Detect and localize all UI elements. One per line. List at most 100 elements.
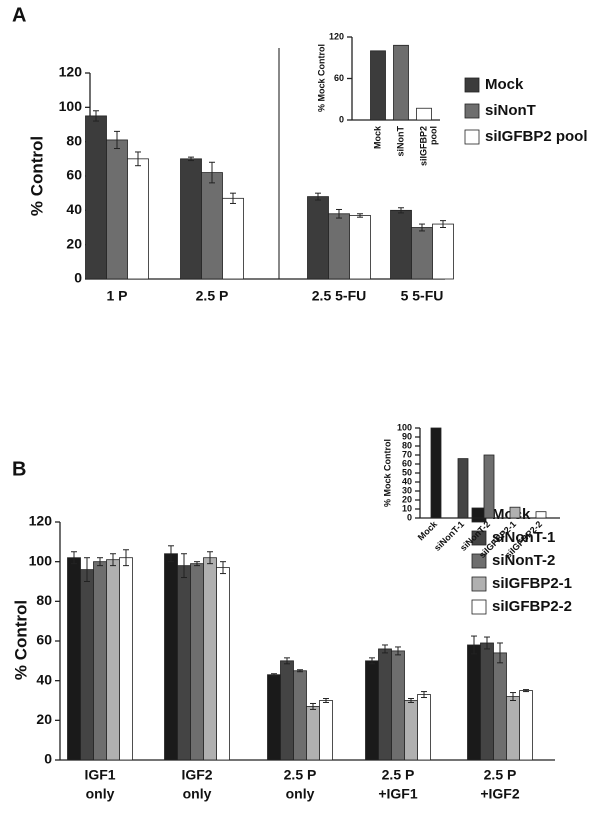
y-axis-label: % Control: [27, 136, 46, 216]
y-tick-label: 100: [29, 552, 53, 568]
legend-label: siIGFBP2-1: [492, 575, 572, 592]
bar: [164, 553, 178, 761]
bar: [127, 158, 149, 280]
error-bar: [323, 698, 329, 703]
y-tick-label: 10: [402, 503, 412, 513]
y-tick-label: 70: [402, 449, 412, 459]
bar: [267, 674, 281, 761]
error-bar: [168, 545, 174, 563]
error-bar: [71, 551, 77, 565]
x-tick-label: siNonT: [395, 125, 405, 156]
y-tick-label: 0: [44, 751, 52, 767]
y-tick-label: 20: [66, 235, 82, 251]
bar: [349, 215, 371, 280]
y-tick-label: 80: [66, 132, 82, 148]
bar: [483, 454, 495, 519]
x-tick-label: 2.5 5-FU: [312, 288, 366, 304]
legend-label: siNonT-2: [492, 552, 555, 569]
x-tick-label: +IGF2: [480, 786, 520, 802]
error-bar: [398, 207, 404, 214]
y-tick-label: 100: [59, 98, 83, 114]
legend-swatch: [471, 553, 487, 569]
panel-label: A: [12, 4, 26, 26]
error-bar: [135, 151, 141, 167]
y-axis-label: % Mock Control: [316, 44, 326, 112]
error-bar: [84, 557, 90, 582]
x-tick-label: siIGFBP2: [418, 126, 428, 166]
bar: [177, 565, 191, 761]
y-tick-label: 40: [66, 201, 82, 217]
error-bar: [310, 702, 316, 710]
bar: [293, 670, 307, 761]
error-bar: [484, 636, 490, 650]
y-tick-label: 80: [402, 440, 412, 450]
error-bar: [497, 642, 503, 664]
y-tick-label: 50: [402, 467, 412, 477]
y-axis-label: % Mock Control: [382, 439, 392, 507]
error-bar: [440, 220, 446, 228]
x-tick-label: only: [86, 786, 115, 802]
error-bar: [284, 657, 290, 665]
x-tick-label: only: [183, 786, 212, 802]
bar: [493, 652, 507, 761]
legend-swatch: [471, 576, 487, 592]
bar: [370, 50, 386, 121]
bar: [509, 506, 521, 519]
bar: [319, 700, 333, 761]
error-bar: [97, 557, 103, 567]
legend-swatch: [464, 129, 480, 145]
legend-label: siNonT: [485, 102, 536, 119]
y-tick-label: 120: [329, 31, 344, 41]
x-tick-label: 2.5 P: [484, 767, 517, 783]
bar: [222, 197, 244, 280]
bar: [106, 139, 128, 280]
x-tick-label: 1 P: [106, 288, 127, 304]
error-bar: [230, 192, 236, 204]
y-tick-label: 80: [36, 592, 52, 608]
bar: [119, 557, 133, 761]
legend-label: siIGFBP2-2: [492, 598, 572, 615]
bar: [390, 209, 412, 280]
bar: [393, 44, 409, 121]
x-tick-label: 2.5 P: [382, 767, 415, 783]
error-bar: [123, 549, 129, 567]
y-tick-label: 0: [74, 270, 82, 286]
x-tick-label: 5 5-FU: [401, 288, 444, 304]
y-tick-label: 0: [339, 114, 344, 124]
legend-label: siIGFBP2 pool: [485, 128, 588, 145]
x-tick-label: Mock: [416, 518, 440, 542]
y-tick-label: 20: [402, 494, 412, 504]
error-bar: [188, 156, 194, 162]
bar: [378, 648, 392, 761]
bar: [306, 706, 320, 761]
bar: [430, 427, 442, 519]
bar: [85, 115, 107, 280]
bar: [416, 107, 432, 121]
y-tick-label: 0: [407, 512, 412, 522]
x-tick-label: Mock: [372, 125, 382, 149]
bar: [480, 642, 494, 761]
bar: [457, 458, 469, 519]
x-tick-label: 2.5 P: [284, 767, 317, 783]
bar: [307, 196, 329, 280]
error-bar: [110, 553, 116, 567]
bar: [328, 213, 350, 280]
y-tick-label: 60: [334, 73, 344, 83]
bar: [506, 696, 520, 761]
legend-label: siNonT-1: [492, 529, 555, 546]
bar: [203, 557, 217, 761]
error-bar: [114, 130, 120, 150]
x-tick-label: 2.5 P: [196, 288, 229, 304]
x-tick-label: pool: [428, 126, 438, 145]
error-bar: [395, 646, 401, 656]
error-bar: [220, 561, 226, 575]
error-bar: [315, 192, 321, 201]
bar: [467, 644, 481, 761]
legend-swatch: [464, 103, 480, 119]
bar: [417, 694, 431, 761]
error-bar: [382, 644, 388, 654]
bar: [411, 227, 433, 280]
bar: [365, 660, 379, 761]
error-bar: [471, 635, 477, 655]
